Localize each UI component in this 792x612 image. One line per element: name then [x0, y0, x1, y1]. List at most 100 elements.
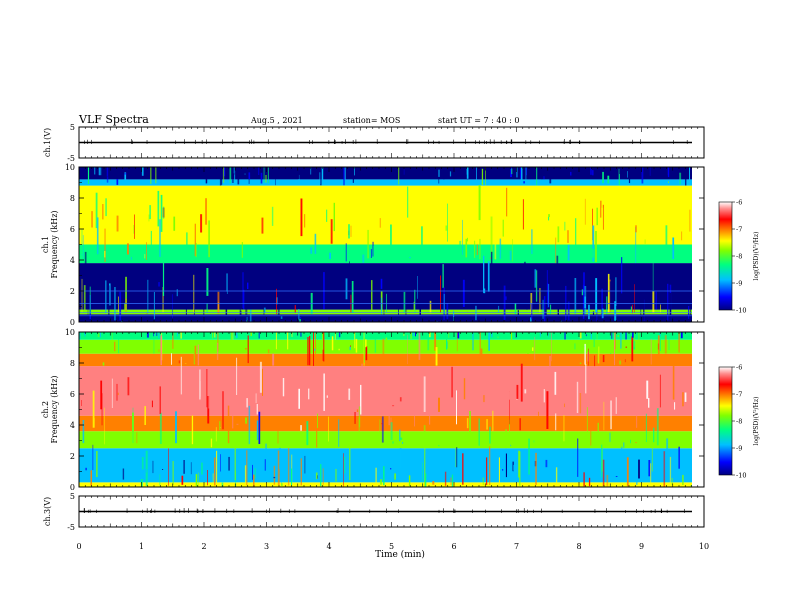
- spectrogram-streak: [564, 332, 566, 340]
- spectrogram-streak: [102, 204, 104, 220]
- spectrogram-streak: [147, 279, 149, 314]
- spectrogram-streak: [239, 299, 241, 319]
- spectrogram-streak: [133, 225, 135, 234]
- spectrogram-streak: [245, 348, 247, 350]
- spectrogram-streak: [535, 270, 538, 302]
- spectrogram-streak: [626, 203, 628, 225]
- x-tick-label: 8: [576, 542, 581, 551]
- spectrogram-streak: [351, 281, 354, 313]
- spectrogram-streak: [472, 332, 474, 351]
- spectrogram-streak: [581, 289, 584, 296]
- spectrogram-streak: [193, 274, 195, 314]
- spectrogram-streak: [625, 346, 627, 348]
- spectrogram-streak: [116, 215, 119, 232]
- spectrogram-streak: [275, 332, 277, 350]
- spectrogram-streak: [434, 332, 437, 351]
- spectrogram-streak: [334, 277, 337, 289]
- spectrogram-streak: [416, 167, 419, 176]
- spectrogram-streak: [343, 167, 345, 186]
- spectrogram-streak: [135, 173, 136, 179]
- spectrogram-streak: [84, 251, 87, 287]
- spectrogram-streak: [681, 231, 683, 241]
- spectrogram-streak: [486, 419, 488, 430]
- spectrogram-streak: [175, 411, 177, 444]
- spectrogram-streak: [635, 442, 637, 444]
- spectrogram-streak: [381, 423, 383, 425]
- spectrogram-streak: [127, 377, 130, 396]
- colorbar-tick-label: -8: [736, 253, 742, 261]
- spectrogram-streak: [630, 306, 632, 313]
- spectrogram-streak: [602, 204, 604, 230]
- spectrogram-streak: [607, 175, 610, 184]
- spectrogram-streak: [678, 332, 680, 353]
- spectrogram-streak: [498, 305, 500, 313]
- spectrogram-streak: [225, 291, 228, 319]
- spectrogram-streak: [111, 332, 113, 351]
- figure-title: VLF Spectra: [78, 113, 149, 126]
- spectrogram-streak: [669, 293, 672, 321]
- spectrogram-streak: [555, 413, 557, 431]
- spectrogram-streak: [104, 251, 106, 258]
- spectrogram-streak: [614, 333, 615, 366]
- spectrogram-streak: [554, 184, 556, 186]
- spectrogram-streak: [535, 452, 537, 485]
- spectrogram-streak: [524, 389, 527, 394]
- spectrogram-streak: [229, 167, 232, 184]
- spectrogram-streak: [197, 472, 199, 487]
- spectrogram-streak: [356, 409, 359, 412]
- spectrogram-streak: [479, 238, 481, 260]
- spectrogram-streak: [606, 296, 608, 315]
- spectrogram-streak: [618, 168, 620, 186]
- spectrogram-streak: [277, 308, 280, 320]
- spectrogram-streak: [285, 378, 288, 414]
- spectrogram-streak: [194, 223, 196, 256]
- spectrogram-streak: [415, 332, 416, 337]
- spectrogram-streak: [299, 317, 302, 319]
- spectrogram-streak: [326, 209, 328, 222]
- spectrogram-streak: [648, 460, 651, 477]
- spectrogram-streak: [497, 336, 499, 339]
- spectrogram-streak: [623, 442, 625, 448]
- spectrogram-streak: [417, 276, 418, 299]
- spectrogram-streak: [536, 167, 538, 186]
- spectrogram-streak: [438, 397, 440, 412]
- spectrogram-streak: [619, 370, 621, 398]
- spectrogram-streak: [338, 348, 340, 351]
- spectrogram-streak: [176, 289, 178, 297]
- spectrogram-streak: [625, 332, 627, 340]
- spectrogram-streak: [206, 369, 208, 408]
- spectrogram-streak: [624, 359, 626, 363]
- spectrogram-streak: [272, 353, 275, 366]
- spectrogram-streak: [397, 167, 398, 174]
- spectrogram-streak: [546, 391, 549, 429]
- spectrogram-streak: [91, 211, 93, 228]
- spectrogram-streak: [380, 277, 382, 304]
- spectrogram-streak: [117, 422, 120, 424]
- spectrogram-streak: [582, 284, 585, 319]
- spectrogram-streak: [522, 199, 524, 230]
- spectrogram-streak: [405, 297, 407, 321]
- spectrogram-streak: [482, 477, 484, 486]
- spectrogram-streak: [322, 332, 324, 348]
- spectrogram-streak: [195, 242, 197, 258]
- spectrogram-streak: [564, 403, 565, 408]
- spectrogram-streak: [636, 393, 638, 428]
- ch3-waveform-panel: 5 -5 ch.3(V): [43, 492, 705, 532]
- spectrogram-streak: [152, 460, 154, 474]
- spectrogram-streak: [596, 207, 598, 226]
- spectrogram-streak: [87, 292, 89, 322]
- spectrogram-streak: [180, 356, 182, 395]
- spectrogram-streak: [476, 244, 478, 255]
- spectrogram-streak: [84, 334, 86, 340]
- spectrogram-streak: [100, 332, 101, 338]
- spectrogram-streak: [485, 167, 486, 186]
- spectrogram-streak: [108, 285, 110, 321]
- spectrogram-streak: [221, 172, 223, 185]
- spectrogram-streak: [584, 198, 586, 225]
- spectrogram-streak: [258, 167, 260, 175]
- spectrogram-streak: [267, 349, 270, 354]
- spectrogram-streak: [648, 398, 650, 408]
- spectrogram-streak: [206, 303, 208, 314]
- spectrogram-streak: [146, 242, 147, 260]
- spectrogram-streak: [322, 349, 324, 361]
